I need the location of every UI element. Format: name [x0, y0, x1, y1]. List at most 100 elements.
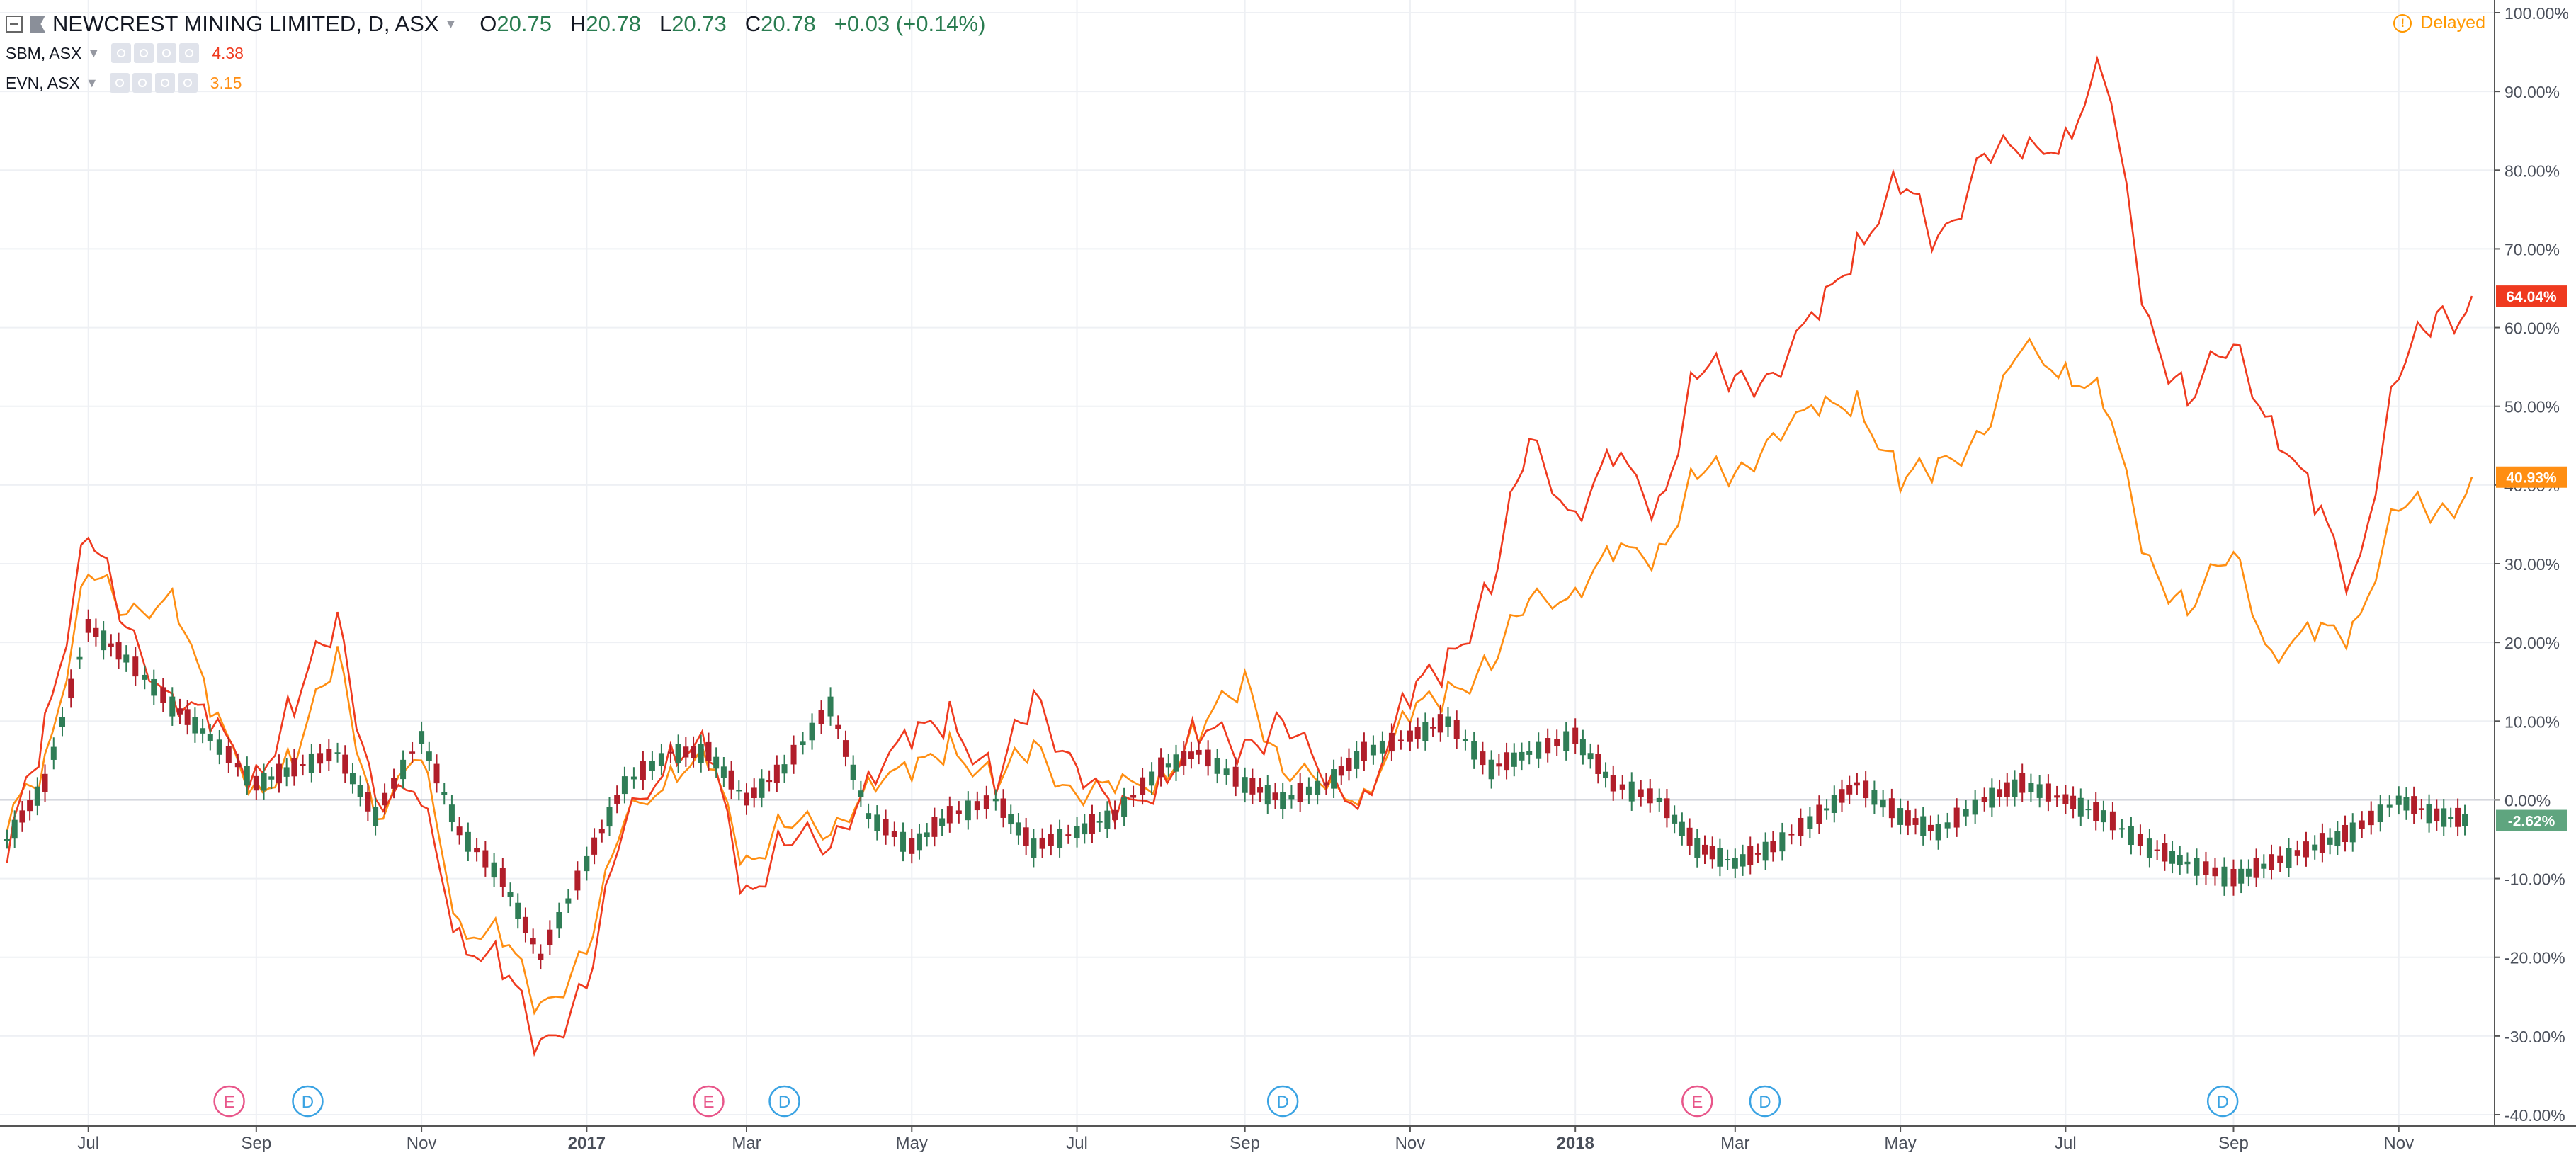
- candle-body[interactable]: [606, 807, 613, 827]
- candle-body[interactable]: [85, 619, 91, 633]
- candle-body[interactable]: [955, 810, 962, 814]
- candle-body[interactable]: [1272, 792, 1278, 800]
- candle-body[interactable]: [1430, 727, 1436, 729]
- candle-body[interactable]: [2194, 858, 2200, 876]
- candle-body[interactable]: [291, 758, 297, 777]
- candle-body[interactable]: [342, 754, 348, 774]
- candle-body[interactable]: [891, 831, 897, 837]
- candle-body[interactable]: [176, 708, 183, 715]
- candle-body[interactable]: [2212, 867, 2218, 877]
- candle-body[interactable]: [317, 753, 324, 764]
- candle-body[interactable]: [192, 717, 198, 734]
- candle-body[interactable]: [850, 764, 856, 780]
- candle-body[interactable]: [2004, 782, 2010, 797]
- candle-body[interactable]: [1511, 752, 1517, 767]
- chevron-down-icon[interactable]: ▼: [444, 16, 458, 31]
- candle-body[interactable]: [547, 929, 553, 945]
- candle-body[interactable]: [1315, 780, 1321, 795]
- candle-body[interactable]: [2377, 804, 2383, 823]
- candle-body[interactable]: [59, 717, 66, 727]
- candle-body[interactable]: [2045, 783, 2051, 802]
- candle-body[interactable]: [2085, 809, 2092, 811]
- candle-body[interactable]: [1297, 783, 1303, 802]
- candle-body[interactable]: [1121, 797, 1128, 817]
- candle-body[interactable]: [900, 831, 907, 852]
- candle-body[interactable]: [713, 756, 720, 769]
- candle-body[interactable]: [1619, 784, 1625, 790]
- candle-body[interactable]: [1471, 741, 1477, 760]
- candle-body[interactable]: [1572, 727, 1579, 744]
- candle-body[interactable]: [1536, 741, 1542, 759]
- candle-body[interactable]: [426, 751, 432, 761]
- candle-body[interactable]: [1610, 775, 1616, 792]
- candle-body[interactable]: [2128, 826, 2134, 846]
- candle-body[interactable]: [916, 833, 922, 851]
- candle-body[interactable]: [1897, 808, 1904, 825]
- candle-body[interactable]: [2403, 797, 2410, 811]
- candle-body[interactable]: [1232, 766, 1239, 787]
- candle-body[interactable]: [2070, 795, 2077, 809]
- candle-body[interactable]: [1331, 769, 1337, 789]
- candle-body[interactable]: [1816, 804, 1822, 824]
- candle-body[interactable]: [1437, 714, 1443, 733]
- compare-symbol-evn[interactable]: EVN, ASX: [6, 73, 80, 92]
- candle-body[interactable]: [1480, 751, 1486, 766]
- candle-body[interactable]: [1188, 751, 1194, 759]
- candle-body[interactable]: [1242, 777, 1248, 793]
- candle-body[interactable]: [1526, 751, 1533, 755]
- candle-body[interactable]: [2184, 861, 2191, 865]
- candle-body[interactable]: [1407, 730, 1413, 742]
- candle-body[interactable]: [909, 838, 915, 854]
- candle-body[interactable]: [1104, 810, 1111, 829]
- candle-body[interactable]: [2154, 849, 2160, 851]
- candle-body[interactable]: [818, 710, 824, 725]
- candle-body[interactable]: [1717, 848, 1723, 867]
- candle-body[interactable]: [2434, 808, 2440, 821]
- candle-body[interactable]: [76, 656, 83, 660]
- candle-body[interactable]: [720, 766, 727, 778]
- candle-body[interactable]: [42, 773, 48, 792]
- candle-body[interactable]: [790, 744, 797, 765]
- candle-body[interactable]: [858, 790, 864, 797]
- candle-body[interactable]: [1112, 809, 1118, 820]
- candle-body[interactable]: [11, 819, 18, 839]
- candle-body[interactable]: [2294, 850, 2300, 856]
- candle-body[interactable]: [1504, 752, 1510, 771]
- candle-body[interactable]: [1414, 727, 1421, 739]
- settings-icon[interactable]: [134, 43, 154, 63]
- settings-icon[interactable]: [132, 73, 152, 93]
- candle-body[interactable]: [1656, 797, 1662, 802]
- candle-body[interactable]: [691, 746, 697, 758]
- candle-body[interactable]: [357, 785, 363, 797]
- candle-body[interactable]: [744, 792, 749, 806]
- candle-body[interactable]: [1664, 798, 1670, 819]
- candle-body[interactable]: [373, 807, 379, 826]
- candle-body[interactable]: [2162, 843, 2168, 862]
- candle-body[interactable]: [1397, 739, 1404, 741]
- candle-body[interactable]: [1354, 751, 1360, 769]
- candle-body[interactable]: [1807, 816, 1813, 829]
- candle-body[interactable]: [1846, 785, 1853, 795]
- collapse-legend-icon[interactable]: [6, 16, 23, 33]
- flag-icon[interactable]: [30, 16, 45, 33]
- candle-body[interactable]: [835, 724, 841, 729]
- candle-body[interactable]: [1880, 799, 1886, 808]
- candle-body[interactable]: [1579, 739, 1586, 756]
- candle-body[interactable]: [2334, 831, 2341, 846]
- candle-body[interactable]: [1831, 795, 1837, 813]
- dividend-marker[interactable]: [2206, 1085, 2239, 1118]
- candle-body[interactable]: [507, 892, 514, 897]
- candle-body[interactable]: [123, 654, 130, 663]
- candle-body[interactable]: [1701, 844, 1708, 855]
- candle-body[interactable]: [1149, 771, 1155, 786]
- candle-body[interactable]: [151, 678, 157, 696]
- candle-body[interactable]: [1563, 731, 1570, 751]
- candle-body[interactable]: [1672, 814, 1678, 824]
- candle-body[interactable]: [1927, 824, 1934, 831]
- candle-body[interactable]: [300, 763, 306, 766]
- candle-body[interactable]: [1839, 789, 1845, 803]
- candle-body[interactable]: [2238, 868, 2245, 884]
- candle-body[interactable]: [2269, 854, 2275, 870]
- candle-body[interactable]: [1779, 832, 1786, 852]
- compare-symbol-sbm[interactable]: SBM, ASX: [6, 43, 82, 62]
